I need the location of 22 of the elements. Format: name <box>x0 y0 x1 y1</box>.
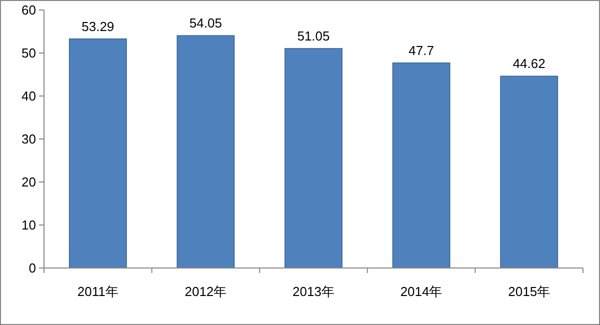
data-label: 44.62 <box>512 56 546 72</box>
x-tick-label: 2011年 <box>77 284 118 299</box>
y-tick-label: 20 <box>22 174 36 190</box>
x-tick-label: 2012年 <box>184 284 227 299</box>
bar <box>284 48 342 268</box>
y-tick-label: 50 <box>22 46 36 61</box>
y-tick-label: 30 <box>22 132 36 147</box>
bar <box>68 38 127 268</box>
bar <box>392 62 450 268</box>
y-tick-label: 0 <box>28 260 36 276</box>
data-label: 53.29 <box>82 18 114 34</box>
bar <box>176 35 235 268</box>
x-tick-label: 2014年 <box>400 284 442 299</box>
y-tick-label: 10 <box>22 218 36 233</box>
y-tick-label: 60 <box>22 2 36 18</box>
data-label: 47.7 <box>408 42 434 58</box>
x-tick-label: 2015年 <box>508 284 550 299</box>
data-label: 51.05 <box>297 28 330 44</box>
x-tick-label: 2013年 <box>292 284 334 299</box>
y-tick-label: 40 <box>22 88 36 104</box>
data-label: 54.05 <box>189 16 222 31</box>
bar <box>500 76 558 268</box>
